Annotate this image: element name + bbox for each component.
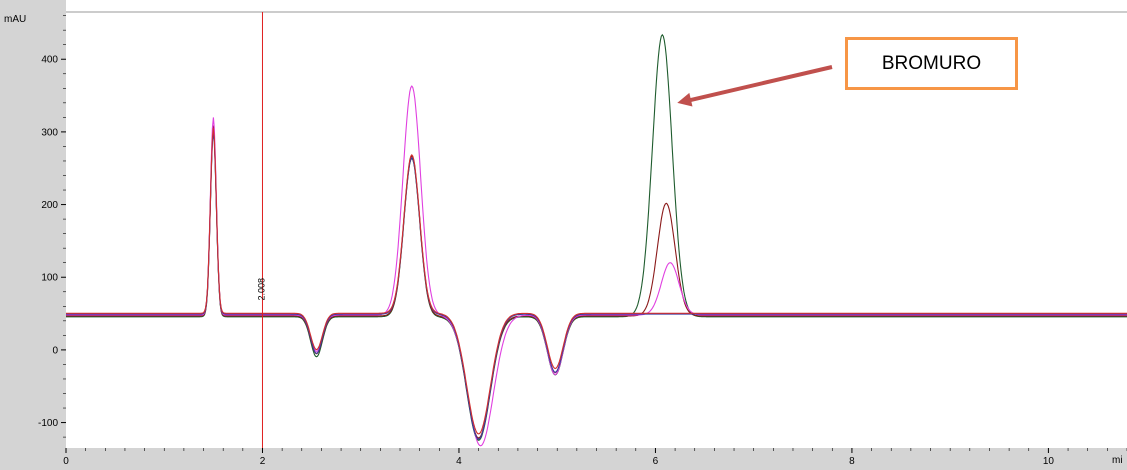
y-tick-label: 200 [41,200,58,211]
x-tick-label: 10 [1043,456,1055,467]
x-tick-label: 0 [63,456,69,467]
y-tick-label: 400 [41,55,58,66]
y-tick-label: 100 [41,273,58,284]
x-tick-label: 2 [260,456,266,467]
marker-label: 2.008 [256,278,266,301]
y-tick-label: 0 [52,345,58,356]
x-tick-label: 4 [456,456,462,467]
bromuro-callout: BROMURO [845,37,1018,90]
x-unit-label: mi [1112,455,1123,466]
x-tick-label: 8 [849,456,855,467]
y-tick-label: 300 [41,127,58,138]
x-tick-label: 6 [653,456,659,467]
bottom-axis-panel [0,448,1127,470]
y-tick-label: -100 [38,418,58,429]
left-axis-panel [0,0,66,470]
y-unit-label: mAU [4,14,26,25]
